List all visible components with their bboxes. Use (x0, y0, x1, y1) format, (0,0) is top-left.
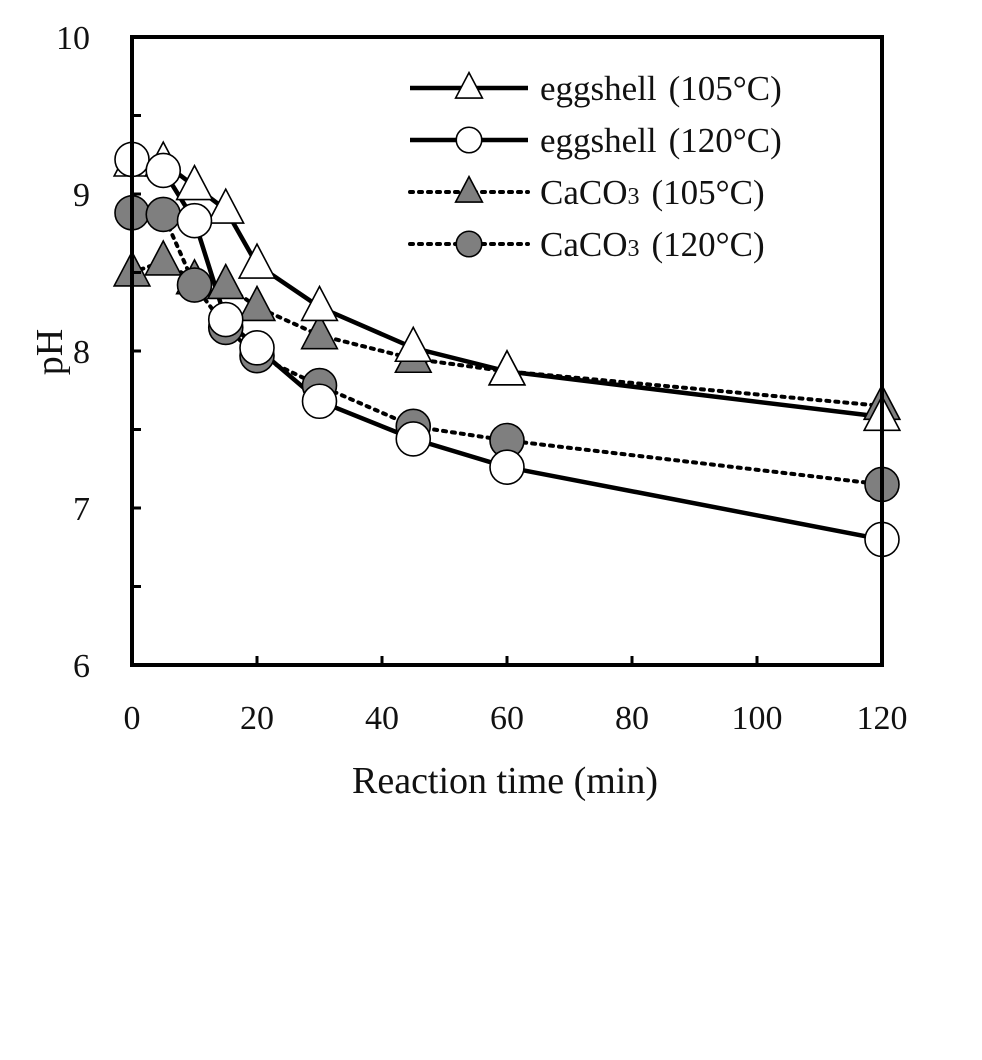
data-point (176, 267, 213, 303)
x-tick-label: 60 (490, 700, 524, 737)
data-point (206, 187, 245, 224)
data-point (487, 349, 527, 386)
data-point (207, 301, 244, 338)
legend-label-main: CaCO (540, 225, 628, 264)
legend-label: eggshell (120°C) (540, 121, 782, 160)
legend-entry-3: CaCO3 (120°C) (408, 225, 765, 264)
legend-label-temp: (105°C) (669, 69, 782, 108)
legend-entry-0: eggshell (105°C) (410, 69, 782, 108)
data-point (237, 242, 277, 279)
data-point (145, 152, 182, 189)
legend-label: CaCO3 (120°C) (540, 225, 765, 264)
y-tick-label: 8 (73, 334, 90, 371)
series-line (130, 210, 884, 487)
series-3 (130, 210, 884, 487)
data-point (300, 284, 339, 322)
x-tick-label: 40 (365, 700, 399, 737)
data-point (175, 163, 214, 201)
legend-label-temp: (120°C) (669, 121, 782, 160)
legend: eggshell (105°C) eggshell (120°C) CaCO3 (105°… (408, 69, 782, 264)
data-point (206, 262, 245, 300)
legend-label: CaCO3 (105°C) (540, 173, 765, 212)
data-point (300, 313, 339, 350)
y-axis-label: pH (29, 329, 71, 375)
legend-marker (455, 230, 483, 258)
legend-marker (454, 70, 484, 99)
data-point (489, 449, 525, 485)
legend-label-main: eggshell (540, 121, 657, 160)
x-tick-label: 0 (124, 700, 141, 737)
data-point (395, 421, 432, 457)
data-point (394, 325, 433, 363)
data-point (239, 330, 275, 366)
data-point (176, 202, 213, 239)
data-point (301, 383, 338, 420)
y-tick-label: 7 (73, 491, 90, 528)
y-tick-label: 10 (56, 20, 90, 57)
x-axis-label: Reaction time (min) (352, 760, 658, 802)
legend-label: eggshell (105°C) (540, 69, 782, 108)
x-tick-label: 100 (732, 700, 783, 737)
series-layer (112, 140, 902, 558)
x-tick-label: 120 (857, 700, 908, 737)
legend-marker (454, 174, 484, 203)
legend-label-main: CaCO (540, 173, 628, 212)
y-tick-label: 6 (73, 648, 90, 685)
data-point (237, 284, 277, 322)
legend-entry-1: eggshell (120°C) (410, 121, 782, 160)
legend-label-subscript: 3 (628, 184, 640, 210)
legend-label-temp: (120°C) (652, 225, 765, 264)
legend-label-temp: (105°C) (652, 173, 765, 212)
legend-label-main: eggshell (540, 69, 657, 108)
legend-label-subscript: 3 (628, 236, 640, 262)
x-tick-label: 20 (240, 700, 274, 737)
y-tick-label: 9 (73, 177, 90, 214)
data-point (145, 196, 182, 233)
tick-layer: 0 20 40 60 80 100 120 6 7 8 9 10 (56, 20, 908, 737)
legend-marker (455, 126, 483, 154)
x-tick-label: 80 (615, 700, 649, 737)
data-point (144, 239, 183, 276)
legend-entry-2: CaCO3 (105°C) (408, 173, 765, 212)
